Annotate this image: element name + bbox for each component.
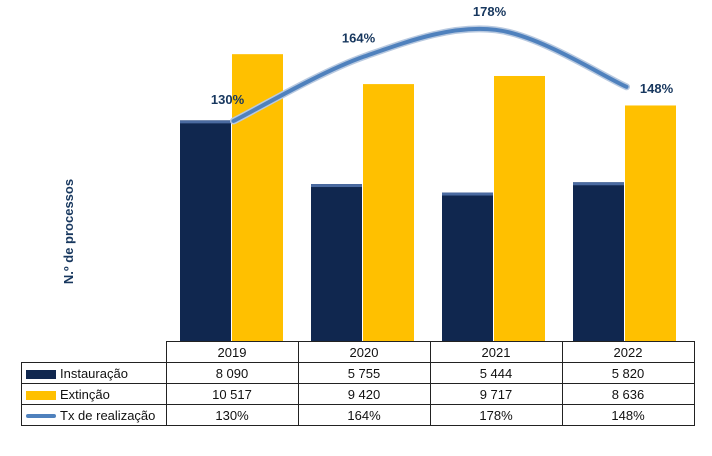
bars-layer: [180, 54, 676, 342]
table-cell: 178%: [429, 404, 563, 426]
bar-extincao-2020: [363, 84, 414, 341]
bar-highlight: [573, 182, 624, 186]
bar-instauracao-2019: [180, 120, 231, 341]
legend-swatch-instauracao: [26, 369, 56, 379]
category-2019: 2019: [165, 341, 299, 363]
table-cell: 5 444: [429, 362, 563, 384]
table-cell: 10 517: [165, 383, 299, 405]
line-layer: 130% 164% 178% 148%: [211, 4, 674, 125]
bar-extincao-2022: [625, 105, 676, 342]
category-2022: 2022: [561, 341, 695, 363]
data-label-tx-2020: 164%: [342, 30, 376, 45]
table-row: Instauração 8 090 5 755 5 444 5 820: [21, 362, 695, 384]
legend-instauracao: Instauração: [21, 362, 167, 384]
legend-swatch-extincao: [26, 390, 56, 400]
category-2021: 2021: [429, 341, 563, 363]
line-shadow: [230, 25, 630, 125]
y-axis-label: N.º de processos: [61, 178, 77, 284]
bar-instauracao-2022: [573, 182, 624, 341]
bar-instauracao-2021: [442, 192, 493, 341]
legend-extincao: Extinção: [21, 383, 167, 405]
table-row: Tx de realização 130% 164% 178% 148%: [21, 404, 695, 426]
table-cell: 164%: [297, 404, 431, 426]
table-cell: 9 717: [429, 383, 563, 405]
legend-tx-realizacao: Tx de realização: [21, 404, 167, 426]
bar-highlight: [442, 192, 493, 196]
table-cell: 8 636: [561, 383, 695, 405]
table-cell: 5 820: [561, 362, 695, 384]
bar-extincao-2021: [494, 75, 545, 341]
category-2020: 2020: [297, 341, 431, 363]
table-cell: 148%: [561, 404, 695, 426]
data-label-tx-2022: 148%: [640, 81, 674, 96]
table-row: Extinção 10 517 9 420 9 717 8 636: [21, 383, 695, 405]
bar-highlight: [180, 120, 231, 124]
legend-swatch-tx: [26, 414, 56, 419]
table-cell: 9 420: [297, 383, 431, 405]
table-cell: 5 755: [297, 362, 431, 384]
data-label-tx-2019: 130%: [211, 92, 245, 107]
data-label-tx-2021: 178%: [473, 4, 507, 19]
table-header-row: 2019 2020 2021 2022: [22, 341, 695, 363]
data-table: 2019 2020 2021 2022 Instauração 8 090 5 …: [21, 341, 695, 426]
table-cell: 8 090: [165, 362, 299, 384]
line-tx-realizacao: [231, 26, 629, 123]
bar-instauracao-2020: [311, 184, 362, 341]
table-cell: 130%: [165, 404, 299, 426]
bar-highlight: [311, 184, 362, 188]
